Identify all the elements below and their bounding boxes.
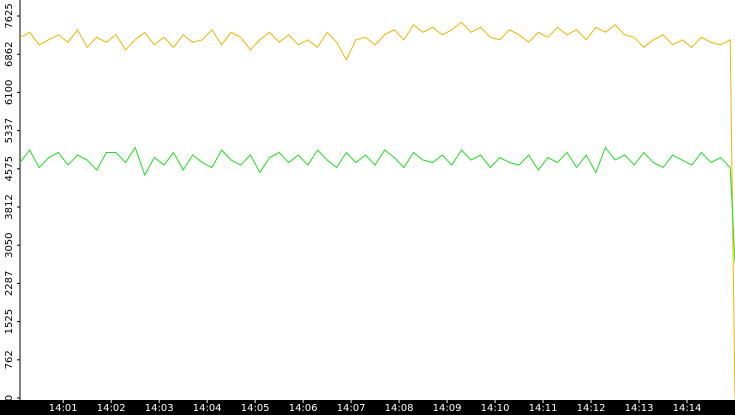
x-tick-label: 14:11 [529,403,558,414]
y-tick-label: 762 [4,350,15,369]
y-tick-label: 2287 [4,271,15,296]
x-tick-label: 14:07 [337,403,366,414]
x-tick-label: 14:02 [97,403,126,414]
y-tick-label: 6100 [4,80,15,105]
x-tick-label: 14:03 [145,403,174,414]
y-tick-label: 4575 [4,156,15,181]
y-tick-label: 6862 [4,41,15,66]
y-tick-label: 1525 [4,309,15,334]
y-tick-label: 0 [4,395,15,401]
series-line [19,21,735,399]
x-tick-label: 14:08 [385,403,414,414]
x-tick-label: 14:14 [673,403,702,414]
x-tick-label: 14:12 [577,403,606,414]
x-tick-label: 14:05 [241,403,270,414]
x-tick-label: 14:09 [433,403,462,414]
x-tick-label: 14:13 [625,403,654,414]
y-tick-label: 7625 [4,3,15,28]
series-line [19,146,735,263]
x-axis-band [0,400,735,415]
x-tick-label: 14:10 [481,403,510,414]
y-tick-label: 3050 [4,232,15,257]
x-tick-label: 14:04 [193,403,222,414]
x-tick-label: 14:01 [49,403,78,414]
y-tick-label: 5337 [4,118,15,143]
x-tick-label: 14:06 [289,403,318,414]
y-tick-label: 3812 [4,194,15,219]
